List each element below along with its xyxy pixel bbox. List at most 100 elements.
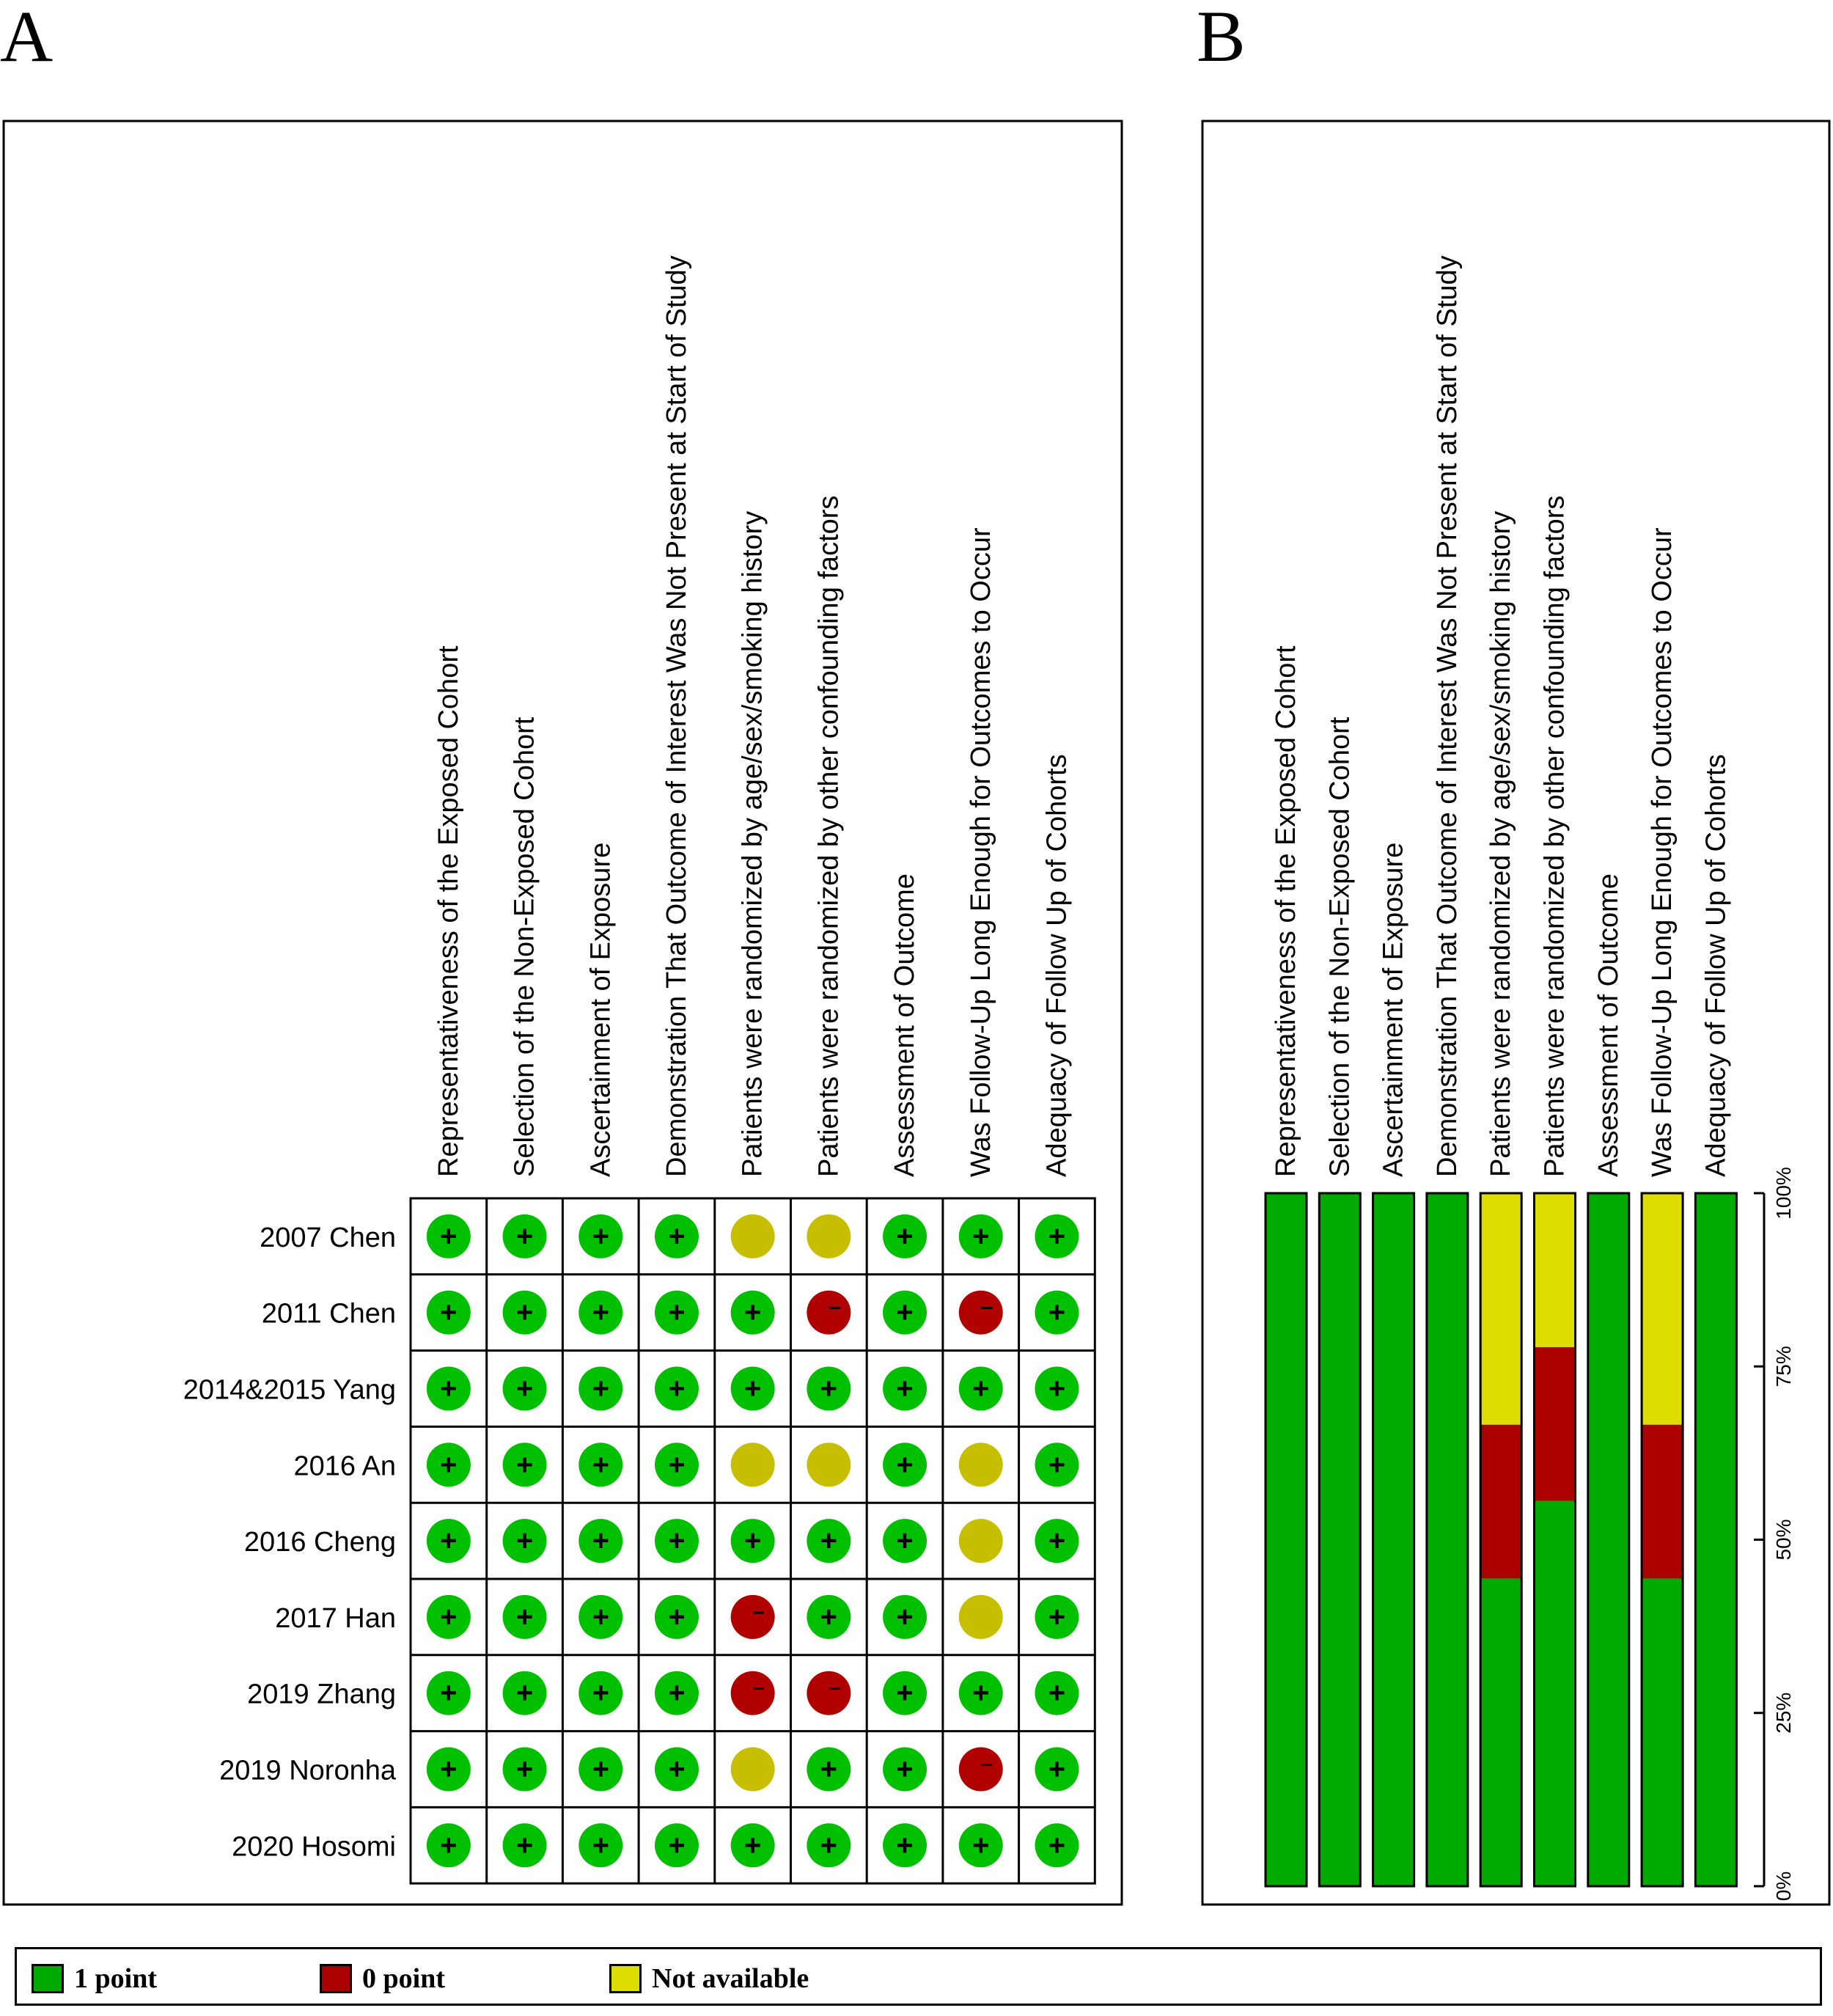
rating-dot xyxy=(654,1594,699,1639)
bar-outline xyxy=(1372,1192,1416,1888)
rating-dot xyxy=(730,1214,775,1258)
rating-dot xyxy=(958,1671,1003,1715)
rating-dot xyxy=(807,1823,851,1868)
bar-segment xyxy=(1534,1346,1576,1501)
plus-symbol: + xyxy=(592,1373,609,1405)
plus-symbol: + xyxy=(592,1525,609,1557)
plus-symbol: + xyxy=(440,1677,457,1709)
rating-dot xyxy=(883,1823,927,1868)
plus-symbol: + xyxy=(1048,1448,1065,1481)
bar-category-label: Demonstration That Outcome of Interest W… xyxy=(1432,255,1463,1177)
rating-dot xyxy=(654,1366,699,1411)
bar-segment xyxy=(1695,1193,1737,1886)
plus-symbol: + xyxy=(896,1220,913,1253)
bar-segment xyxy=(1480,1193,1522,1425)
plus-symbol: + xyxy=(744,1373,761,1405)
rating-dot xyxy=(654,1671,699,1715)
study-label: 2016 An xyxy=(294,1451,396,1481)
plus-symbol: + xyxy=(440,1220,457,1253)
column-header: Patients were randomized by other confou… xyxy=(813,496,844,1177)
plus-symbol: + xyxy=(1048,1677,1065,1709)
study-label: 2019 Zhang xyxy=(247,1679,396,1710)
plus-symbol: + xyxy=(972,1829,989,1861)
rating-dot xyxy=(578,1671,623,1715)
study-label: 2019 Noronha xyxy=(219,1756,397,1786)
plus-symbol: + xyxy=(896,1525,913,1557)
plus-symbol: + xyxy=(744,1829,761,1861)
rating-dot xyxy=(426,1290,471,1335)
rating-dot xyxy=(1035,1594,1079,1639)
rating-dot xyxy=(654,1519,699,1564)
plus-symbol: + xyxy=(1048,1525,1065,1557)
panel-b-label: B xyxy=(1197,0,1246,77)
rating-dot xyxy=(958,1290,1003,1335)
minus-symbol: – xyxy=(752,1676,765,1700)
plus-symbol: + xyxy=(440,1829,457,1861)
rating-dot xyxy=(730,1519,775,1564)
rating-dot xyxy=(807,1747,851,1792)
rating-dot xyxy=(502,1366,547,1411)
rating-dot xyxy=(502,1443,547,1487)
y-tick-label: 0% xyxy=(1772,1872,1795,1901)
plus-symbol: + xyxy=(668,1525,685,1557)
column-header: Was Follow-Up Long Enough for Outcomes t… xyxy=(966,527,996,1177)
bar-outline xyxy=(1479,1192,1523,1888)
bar-outline xyxy=(1587,1192,1631,1888)
rating-dot xyxy=(883,1443,927,1487)
y-tick-label: 75% xyxy=(1772,1346,1795,1387)
y-tick-label: 100% xyxy=(1772,1167,1795,1220)
rating-dot xyxy=(1035,1671,1079,1715)
plus-symbol: + xyxy=(1048,1601,1065,1633)
rating-dot xyxy=(1035,1747,1079,1792)
rating-dot xyxy=(1035,1443,1079,1487)
plus-symbol: + xyxy=(1048,1220,1065,1253)
bar-segment xyxy=(1642,1578,1683,1886)
plus-symbol: + xyxy=(668,1297,685,1329)
bar-segment xyxy=(1642,1193,1683,1425)
rating-dot xyxy=(1035,1290,1079,1335)
bar-outline xyxy=(1318,1192,1362,1888)
legend-swatch-yellow xyxy=(609,1964,642,1993)
rating-dot xyxy=(426,1823,471,1868)
plus-symbol: + xyxy=(896,1829,913,1861)
plus-symbol: + xyxy=(668,1373,685,1405)
plus-symbol: + xyxy=(896,1677,913,1709)
rating-dot xyxy=(654,1290,699,1335)
bar-category-label: Was Follow-Up Long Enough for Outcomes t… xyxy=(1647,527,1678,1177)
bar-segment xyxy=(1373,1193,1414,1886)
plus-symbol: + xyxy=(516,1373,533,1405)
plus-symbol: + xyxy=(744,1525,761,1557)
column-header: Ascertainment of Exposure xyxy=(585,843,616,1177)
plus-symbol: + xyxy=(668,1448,685,1481)
rating-dot xyxy=(807,1443,851,1487)
minus-symbol: – xyxy=(980,1295,993,1319)
plus-symbol: + xyxy=(820,1373,837,1405)
plus-symbol: + xyxy=(896,1753,913,1786)
rating-dot xyxy=(883,1671,927,1715)
plus-symbol: + xyxy=(440,1373,457,1405)
rating-dot xyxy=(502,1290,547,1335)
bar-outline xyxy=(1533,1192,1576,1888)
minus-symbol: – xyxy=(829,1295,841,1319)
study-label: 2017 Han xyxy=(275,1603,396,1634)
plus-symbol: + xyxy=(516,1829,533,1861)
rating-dot xyxy=(426,1366,471,1411)
rating-dot xyxy=(426,1671,471,1715)
rating-dot xyxy=(502,1214,547,1258)
minus-symbol: – xyxy=(752,1599,765,1624)
rating-dot xyxy=(502,1594,547,1639)
legend-label: 0 point xyxy=(362,1963,445,1994)
plus-symbol: + xyxy=(592,1297,609,1329)
bar-outline xyxy=(1264,1192,1308,1888)
plus-symbol: + xyxy=(744,1297,761,1329)
legend-item-0-point: 0 point xyxy=(320,1962,445,1995)
y-tick-label: 50% xyxy=(1772,1519,1795,1560)
study-label: 2020 Hosomi xyxy=(232,1831,396,1862)
plus-symbol: + xyxy=(896,1601,913,1633)
rating-dot xyxy=(730,1747,775,1792)
panel-a-label: A xyxy=(0,0,54,77)
rating-dot xyxy=(730,1823,775,1868)
rating-dot xyxy=(807,1366,851,1411)
rating-dot xyxy=(807,1214,851,1258)
bar-segment xyxy=(1480,1424,1522,1579)
